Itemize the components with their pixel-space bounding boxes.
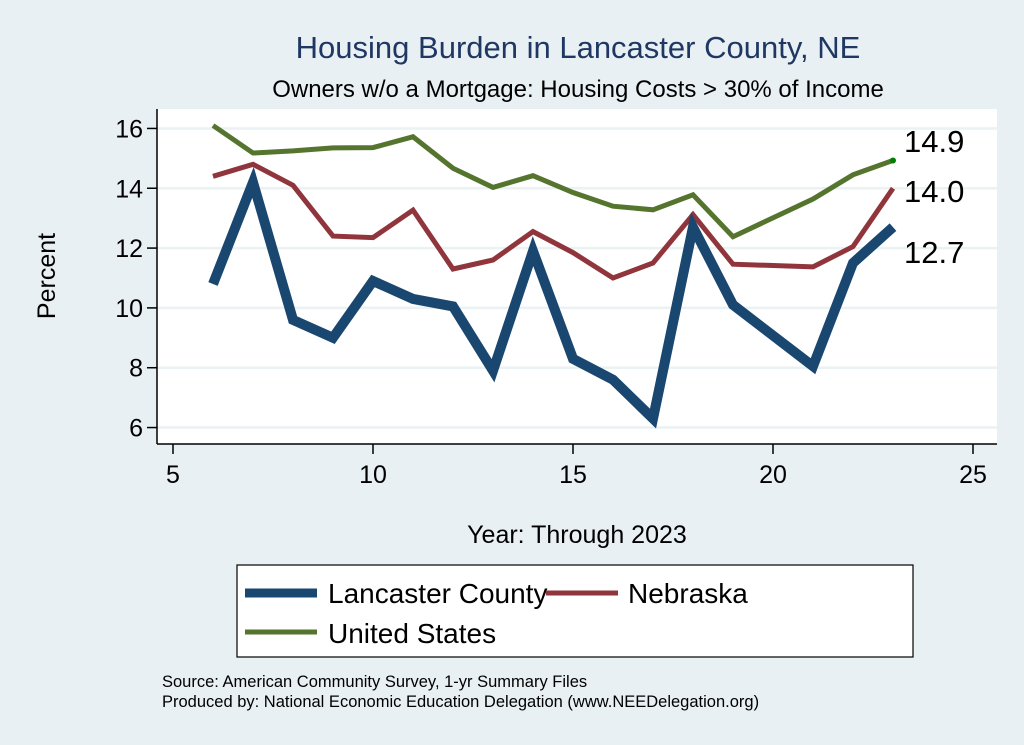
y-tick-label-14: 14 — [115, 175, 143, 203]
legend-label-lancaster-county: Lancaster County — [328, 578, 547, 609]
chart-title: Housing Burden in Lancaster County, NE — [296, 30, 861, 65]
legend-label-nebraska: Nebraska — [628, 578, 748, 609]
chart-subtitle: Owners w/o a Mortgage: Housing Costs > 3… — [272, 76, 884, 103]
y-tick-label-6: 6 — [129, 415, 143, 443]
gridlines — [157, 127, 997, 429]
legend: Lancaster County Nebraska United States — [236, 564, 914, 658]
legend-box — [236, 564, 914, 658]
x-tick-label-5: 5 — [166, 461, 180, 489]
y-tick-label-10: 10 — [115, 295, 143, 323]
end-marker-united-states — [890, 157, 896, 164]
end-label-united-states: 14.9 — [904, 124, 964, 159]
x-tick-label-15: 15 — [559, 461, 587, 489]
y-axis-title: Percent — [33, 233, 61, 319]
y-tick-label-16: 16 — [115, 115, 143, 143]
series-line-lancaster-county — [208, 166, 897, 429]
x-tick-label-10: 10 — [359, 461, 387, 489]
legend-label-united-states: United States — [328, 618, 496, 649]
source-note: Source: American Community Survey, 1-yr … — [162, 673, 587, 691]
produced-by-note: Produced by: National Economic Education… — [162, 693, 759, 711]
end-label-lancaster-county: 12.7 — [904, 235, 964, 270]
x-axis-title: Year: Through 2023 — [467, 521, 687, 549]
series-line-nebraska — [212, 161, 896, 281]
y-tick-label-8: 8 — [129, 355, 143, 383]
end-labels: 12.7 14.0 14.9 — [904, 124, 964, 270]
series-lines — [208, 123, 897, 429]
x-tick-label-20: 20 — [759, 461, 787, 489]
x-tick-label-25: 25 — [959, 461, 987, 489]
x-axis-ticks: 5 10 15 20 25 — [166, 444, 987, 489]
end-label-nebraska: 14.0 — [904, 174, 964, 209]
y-tick-label-12: 12 — [115, 235, 143, 263]
plot-area — [157, 109, 997, 444]
y-axis-ticks: 6 8 10 12 14 16 — [115, 115, 157, 443]
